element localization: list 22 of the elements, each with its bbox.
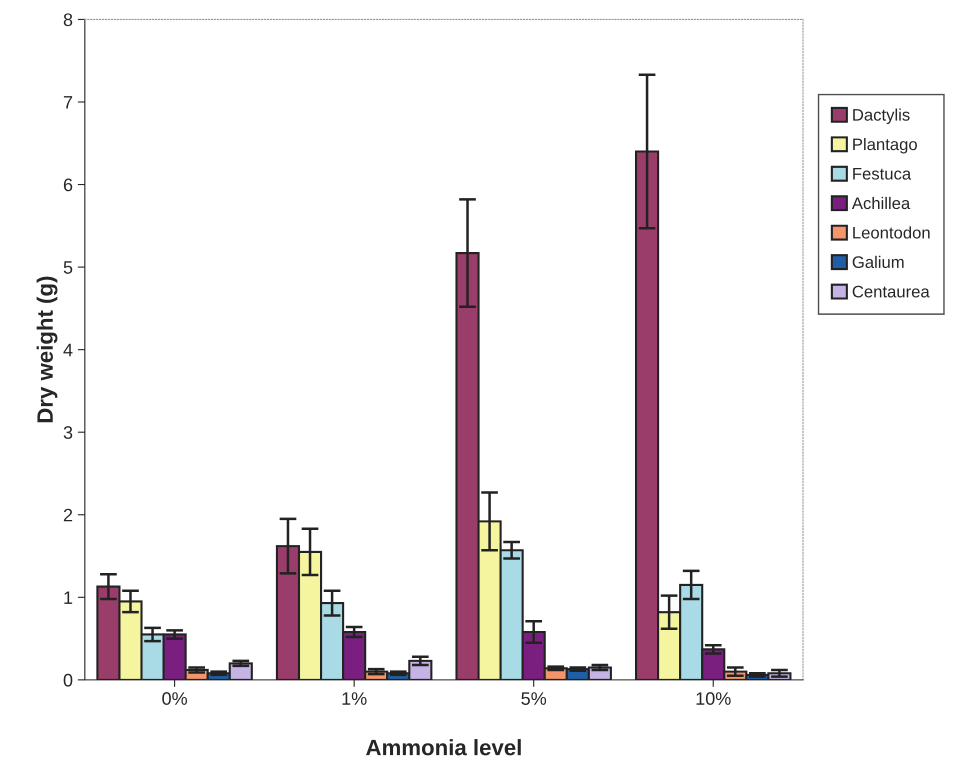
x-axis-title: Ammonia level <box>366 739 521 756</box>
y-tick-label: 5 <box>64 261 72 274</box>
y-axis-title: Dry weight (g) <box>36 276 58 422</box>
legend-label: Galium <box>852 256 904 268</box>
y-tick-label: 2 <box>64 508 72 522</box>
x-tick-label: 0% <box>162 692 188 705</box>
legend-label: Achillea <box>852 196 910 210</box>
y-tick-label: 3 <box>64 426 72 439</box>
y-tick-label: 0 <box>64 674 72 687</box>
legend-label: Leontodon <box>853 226 930 239</box>
legend-label: Plantago <box>853 138 917 154</box>
y-tick-label: 4 <box>63 344 72 356</box>
legend-label: Festuca <box>853 168 912 180</box>
legend-label: Centaurea <box>852 286 930 298</box>
y-tick-label: 8 <box>64 13 72 26</box>
x-tick-label: 5% <box>521 692 546 705</box>
legend-label: Dactylis <box>853 108 910 124</box>
y-tick-label: 6 <box>64 178 72 192</box>
x-tick-label: 10% <box>696 692 731 705</box>
y-tick-label: 1 <box>64 591 72 604</box>
x-tick-label: 1% <box>342 692 367 705</box>
y-tick-label: 7 <box>64 96 72 109</box>
